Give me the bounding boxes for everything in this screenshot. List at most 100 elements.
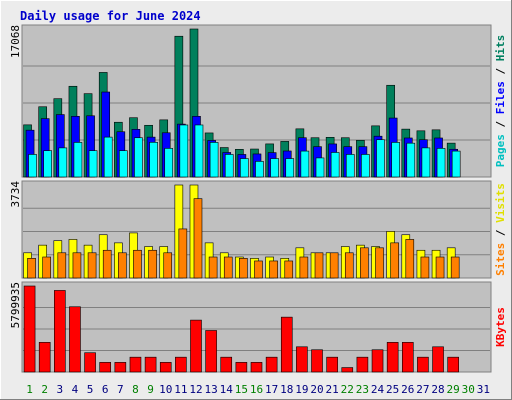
kbytes-bar-day-10 — [159, 362, 172, 373]
day-label-3: 3 — [57, 383, 64, 396]
pages-bar-day-10 — [164, 148, 174, 178]
axis-label-part-hits_files_pages-0: Pages — [494, 134, 507, 167]
day-label-23: 23 — [356, 383, 369, 396]
sites-bar-day-12 — [193, 198, 203, 279]
day-label-30: 30 — [462, 383, 475, 396]
sites-bar-day-19 — [299, 256, 309, 279]
day-label-10: 10 — [159, 383, 172, 396]
sites-bar-day-2 — [42, 256, 51, 279]
sites-bar-day-5 — [87, 252, 97, 279]
pages-bar-day-1 — [28, 154, 37, 178]
kbytes-bar-day-5 — [84, 352, 96, 373]
axis-label-kbytes: KBytes — [494, 307, 507, 347]
kbytes-bar-day-24 — [371, 349, 384, 373]
sites-bar-day-22 — [344, 252, 354, 279]
pages-bar-day-9 — [149, 142, 158, 178]
day-label-28: 28 — [431, 383, 444, 396]
pages-bar-day-17 — [270, 158, 279, 178]
day-label-16: 16 — [250, 383, 263, 396]
axis-label-part-visits_sites-2: Visits — [494, 183, 507, 223]
day-label-18: 18 — [280, 383, 293, 396]
day-label-8: 8 — [132, 383, 139, 396]
pages-bar-day-14 — [224, 154, 234, 178]
day-label-21: 21 — [326, 383, 339, 396]
ymax-label-kbytes: 5799935 — [9, 282, 22, 328]
day-label-1: 1 — [26, 383, 33, 396]
kbytes-bar-day-21 — [326, 356, 338, 373]
chart-panels: 17068 Pages / Files / Hits 3734 Sites / Vis… — [9, 24, 507, 373]
day-label-6: 6 — [102, 383, 109, 396]
sites-bar-day-4 — [72, 252, 82, 279]
pages-bar-day-18 — [285, 158, 295, 178]
sites-bar-day-21 — [329, 252, 339, 279]
axis-label-part-hits_files_pages-2: Files — [494, 81, 507, 114]
kbytes-bar-day-19 — [296, 346, 308, 373]
ymax-label-visits_sites: 3734 — [9, 181, 22, 208]
sites-bar-day-1 — [27, 258, 36, 279]
kbytes-bar-day-9 — [144, 356, 157, 373]
pages-bar-day-13 — [209, 142, 219, 178]
pages-bar-day-21 — [330, 152, 340, 178]
day-label-31: 31 — [477, 383, 490, 396]
kbytes-bar-day-28 — [432, 346, 444, 373]
kbytes-bar-day-26 — [401, 342, 414, 373]
sites-bar-day-18 — [284, 260, 294, 279]
kbytes-bar-day-4 — [69, 306, 81, 373]
day-label-26: 26 — [401, 383, 414, 396]
sites-bar-day-6 — [102, 249, 112, 279]
pages-bar-day-8 — [134, 137, 143, 178]
ymax-label-hits_files_pages: 17068 — [9, 25, 22, 58]
day-label-5: 5 — [87, 383, 94, 396]
day-label-13: 13 — [204, 383, 217, 396]
pages-bar-day-5 — [88, 150, 98, 178]
day-label-12: 12 — [189, 383, 202, 396]
day-label-11: 11 — [174, 383, 187, 396]
pages-bar-day-20 — [315, 157, 325, 178]
sites-bar-day-16 — [254, 260, 263, 279]
day-label-22: 22 — [341, 383, 354, 396]
axis-label-part-kbytes-0: KBytes — [494, 307, 507, 347]
pages-bar-day-22 — [345, 154, 355, 178]
sites-bar-day-14 — [223, 256, 233, 279]
pages-bar-day-12 — [194, 124, 204, 178]
sites-bar-day-29 — [450, 256, 460, 279]
sites-bar-day-23 — [360, 247, 369, 279]
kbytes-bar-day-7 — [114, 362, 127, 373]
pages-bar-day-4 — [73, 142, 83, 178]
kbytes-bar-day-29 — [447, 356, 459, 373]
sites-bar-day-25 — [390, 242, 399, 279]
day-label-7: 7 — [117, 383, 124, 396]
axis-label-part-visits_sites-1: / — [494, 223, 507, 243]
pages-bar-day-25 — [391, 142, 400, 178]
sites-bar-day-27 — [420, 256, 430, 279]
day-label-19: 19 — [295, 383, 308, 396]
sites-bar-day-10 — [163, 252, 173, 279]
kbytes-bar-day-23 — [356, 356, 369, 373]
kbytes-bar-day-6 — [99, 362, 112, 373]
sites-bar-day-28 — [435, 256, 445, 279]
kbytes-bar-day-25 — [386, 342, 399, 373]
sites-bar-day-3 — [57, 252, 67, 279]
day-label-9: 9 — [147, 383, 154, 396]
pages-bar-day-11 — [179, 124, 189, 178]
axis-label-part-hits_files_pages-1: / — [494, 114, 507, 134]
sites-bar-day-26 — [405, 239, 415, 279]
sites-bar-day-7 — [118, 252, 127, 279]
pages-bar-day-15 — [240, 158, 249, 178]
kbytes-bar-day-18 — [280, 316, 293, 373]
day-label-24: 24 — [371, 383, 385, 396]
pages-bar-day-26 — [406, 142, 416, 178]
kbytes-bar-day-16 — [250, 362, 263, 373]
sites-bar-day-15 — [239, 258, 248, 279]
sites-bar-day-8 — [133, 249, 142, 279]
pages-bar-day-2 — [43, 150, 52, 178]
kbytes-bar-day-11 — [175, 356, 187, 373]
day-label-27: 27 — [416, 383, 429, 396]
day-label-2: 2 — [41, 383, 48, 396]
kbytes-bar-day-12 — [190, 319, 202, 373]
chart-title: Daily usage for June 2024 — [20, 9, 201, 23]
kbytes-bar-day-8 — [129, 356, 142, 373]
sites-bar-day-17 — [269, 260, 278, 279]
kbytes-bar-day-14 — [220, 356, 233, 373]
